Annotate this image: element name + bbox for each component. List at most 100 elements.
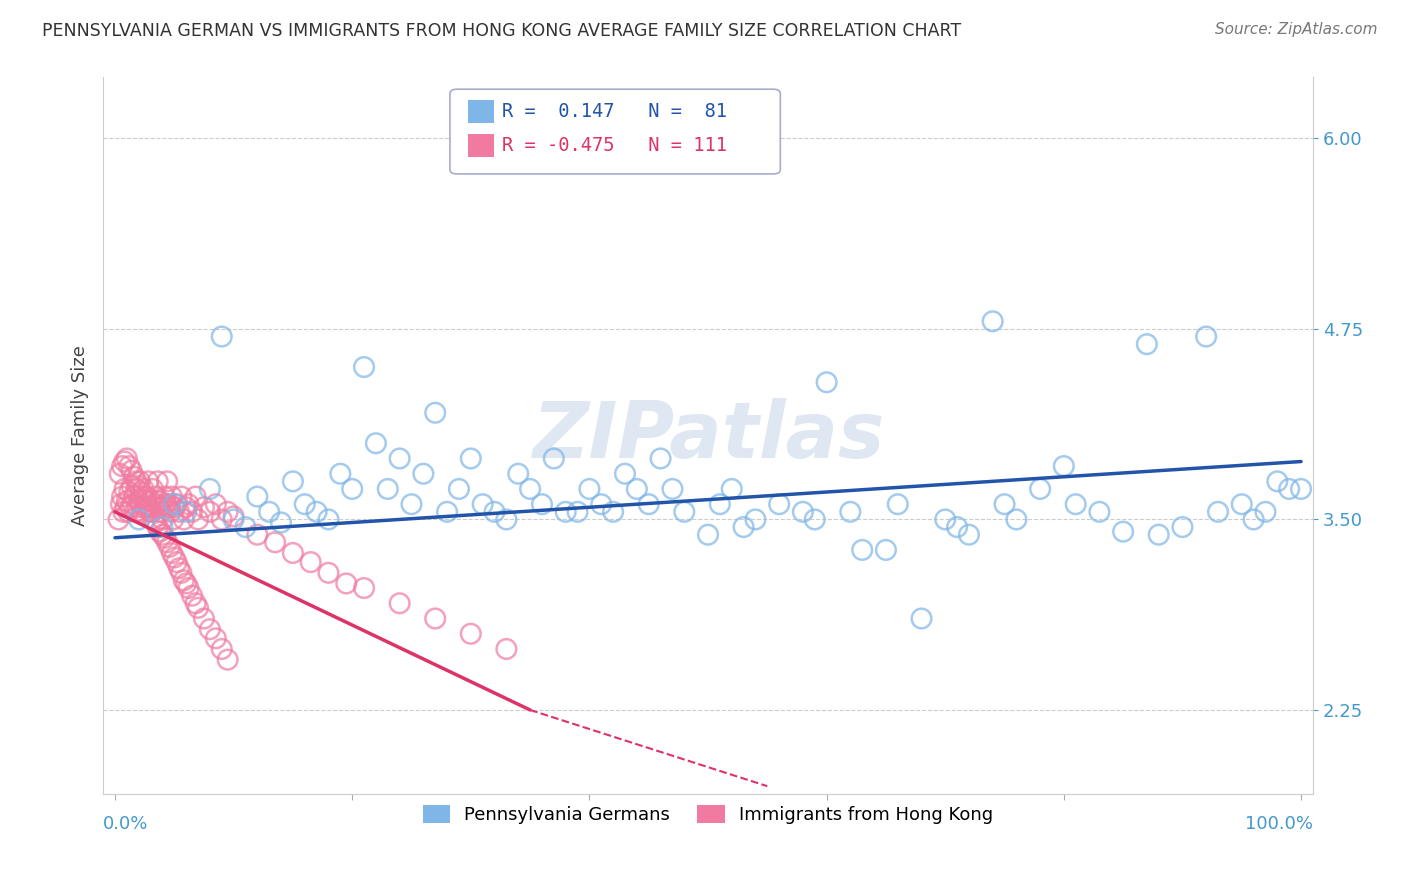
- Point: [329, 467, 352, 481]
- Point: [720, 482, 742, 496]
- Point: [129, 497, 152, 511]
- Point: [136, 475, 159, 489]
- Point: [128, 494, 150, 508]
- Point: [134, 500, 156, 515]
- Point: [173, 574, 195, 588]
- Point: [150, 505, 173, 519]
- Point: [495, 512, 517, 526]
- Point: [709, 497, 731, 511]
- Point: [152, 527, 174, 541]
- Point: [957, 527, 980, 541]
- Point: [364, 436, 387, 450]
- Point: [163, 500, 186, 515]
- Point: [1064, 497, 1087, 511]
- Point: [495, 642, 517, 657]
- Point: [530, 497, 553, 511]
- Point: [1136, 337, 1159, 351]
- Point: [1243, 512, 1265, 526]
- Point: [425, 611, 447, 625]
- Point: [149, 494, 172, 508]
- Text: R =  0.147   N =  81: R = 0.147 N = 81: [502, 102, 727, 121]
- Point: [222, 509, 245, 524]
- Point: [697, 527, 720, 541]
- Point: [887, 497, 910, 511]
- Point: [204, 497, 226, 511]
- Point: [143, 516, 166, 530]
- Point: [993, 497, 1015, 511]
- Point: [166, 497, 188, 511]
- Point: [117, 505, 139, 519]
- Point: [181, 505, 204, 519]
- Point: [934, 512, 956, 526]
- Point: [1171, 520, 1194, 534]
- Point: [174, 505, 197, 519]
- Point: [174, 500, 197, 515]
- Point: [217, 505, 239, 519]
- Point: [114, 500, 136, 515]
- Point: [519, 482, 541, 496]
- Point: [222, 512, 245, 526]
- Point: [149, 524, 172, 539]
- Point: [211, 512, 233, 526]
- Point: [181, 589, 204, 603]
- Point: [447, 482, 470, 496]
- Point: [281, 475, 304, 489]
- Point: [111, 459, 134, 474]
- Point: [412, 467, 434, 481]
- Point: [305, 505, 328, 519]
- Text: R = -0.475   N = 111: R = -0.475 N = 111: [502, 136, 727, 155]
- Point: [159, 505, 181, 519]
- Point: [163, 497, 186, 511]
- Point: [193, 500, 215, 515]
- Point: [401, 497, 423, 511]
- Point: [121, 497, 143, 511]
- Point: [1254, 505, 1277, 519]
- Point: [211, 329, 233, 343]
- Point: [318, 512, 340, 526]
- Point: [138, 500, 160, 515]
- Point: [733, 520, 755, 534]
- Point: [160, 490, 183, 504]
- Point: [160, 546, 183, 560]
- Point: [162, 512, 184, 526]
- Point: [184, 490, 207, 504]
- Point: [803, 512, 825, 526]
- Point: [193, 611, 215, 625]
- Point: [294, 497, 316, 511]
- Point: [146, 520, 169, 534]
- Point: [156, 475, 179, 489]
- Point: [1147, 527, 1170, 541]
- Point: [1053, 459, 1076, 474]
- Point: [141, 505, 163, 519]
- Y-axis label: Average Family Size: Average Family Size: [72, 345, 89, 526]
- Point: [1265, 475, 1288, 489]
- Point: [768, 497, 790, 511]
- Point: [211, 642, 233, 657]
- Point: [673, 505, 696, 519]
- Point: [1112, 524, 1135, 539]
- Point: [136, 497, 159, 511]
- Text: PENNSYLVANIA GERMAN VS IMMIGRANTS FROM HONG KONG AVERAGE FAMILY SIZE CORRELATION: PENNSYLVANIA GERMAN VS IMMIGRANTS FROM H…: [42, 22, 962, 40]
- Point: [143, 490, 166, 504]
- Point: [166, 555, 188, 569]
- Point: [112, 505, 135, 519]
- Point: [1230, 497, 1253, 511]
- Point: [139, 494, 162, 508]
- Point: [145, 497, 167, 511]
- Point: [353, 359, 375, 374]
- Point: [626, 482, 648, 496]
- Point: [131, 505, 153, 519]
- Point: [107, 512, 129, 526]
- Point: [543, 451, 565, 466]
- Point: [153, 490, 176, 504]
- Point: [152, 520, 174, 534]
- Point: [132, 490, 155, 504]
- Point: [460, 626, 482, 640]
- Point: [142, 512, 165, 526]
- Point: [981, 314, 1004, 328]
- Point: [264, 535, 287, 549]
- Point: [118, 459, 141, 474]
- Point: [155, 497, 177, 511]
- Point: [1278, 482, 1301, 496]
- Point: [204, 632, 226, 646]
